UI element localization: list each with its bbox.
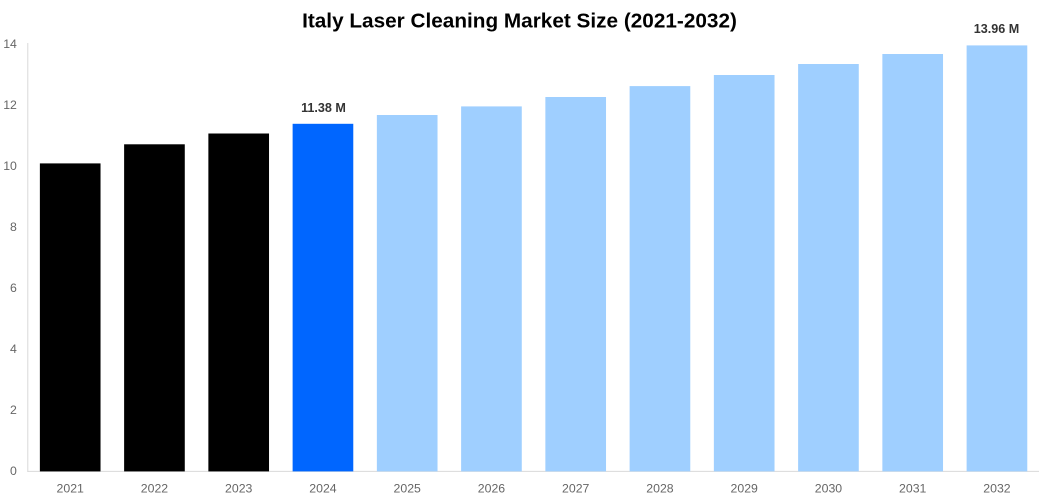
svg-text:8: 8 [10, 220, 17, 234]
svg-text:2027: 2027 [562, 482, 590, 496]
svg-text:4: 4 [10, 342, 17, 356]
svg-text:2022: 2022 [141, 482, 169, 496]
svg-text:2026: 2026 [478, 482, 506, 496]
svg-text:2025: 2025 [394, 482, 422, 496]
svg-text:2032: 2032 [983, 482, 1011, 496]
svg-text:2024: 2024 [309, 482, 337, 496]
svg-text:2021: 2021 [57, 482, 85, 496]
svg-text:0: 0 [10, 464, 17, 478]
svg-text:2030: 2030 [815, 482, 843, 496]
svg-text:10: 10 [3, 159, 17, 173]
svg-text:2031: 2031 [899, 482, 927, 496]
svg-text:2029: 2029 [731, 482, 759, 496]
svg-text:14: 14 [3, 37, 17, 51]
svg-text:12: 12 [3, 98, 17, 112]
svg-text:2028: 2028 [646, 482, 674, 496]
svg-text:2023: 2023 [225, 482, 253, 496]
svg-text:6: 6 [10, 281, 17, 295]
svg-text:11.38 M: 11.38 M [301, 101, 346, 115]
svg-text:Italy Laser Cleaning Market Si: Italy Laser Cleaning Market Size (2021-2… [302, 9, 737, 32]
svg-text:13.96 M: 13.96 M [974, 22, 1020, 36]
svg-text:2: 2 [10, 403, 17, 417]
